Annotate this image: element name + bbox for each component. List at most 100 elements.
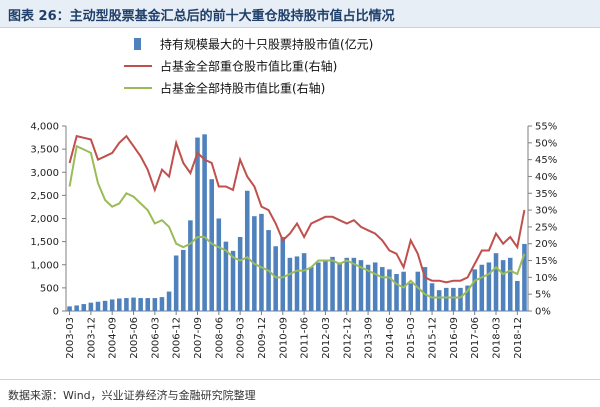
- bar: [507, 257, 513, 311]
- x-tick-label: 2009-12: [257, 317, 268, 359]
- bar: [330, 256, 335, 311]
- bar: [500, 260, 506, 311]
- x-tick-label: 2009-03: [236, 317, 247, 359]
- legend-swatch: [134, 38, 141, 50]
- x-tick-label: 2007-09: [193, 317, 204, 359]
- left-tick-label: 2,500: [30, 191, 59, 202]
- chart-title: 图表 26：主动型股票基金汇总后的前十大重仓股持股市值占比情况: [8, 9, 395, 24]
- bar: [337, 262, 342, 311]
- bar: [458, 287, 463, 311]
- bar: [74, 305, 79, 311]
- x-tick-label: 2018-03: [492, 317, 503, 359]
- bar: [365, 264, 371, 311]
- bar: [443, 287, 449, 311]
- bar: [138, 298, 143, 311]
- x-tick-label: 2005-06: [129, 317, 140, 359]
- left-tick-label: 2,000: [30, 214, 59, 225]
- left-tick-label: 3,500: [30, 145, 59, 156]
- bar: [202, 134, 207, 311]
- bar: [451, 287, 456, 311]
- x-tick-label: 2013-09: [364, 317, 375, 359]
- chart: 05001,0001,5002,0002,5003,0003,5004,000 …: [30, 37, 557, 359]
- bar: [273, 246, 278, 311]
- bar: [308, 267, 314, 311]
- right-tick-label: 0%: [535, 307, 551, 318]
- right-tick-label: 35%: [535, 189, 557, 200]
- left-tick-label: 0: [53, 307, 59, 318]
- bar: [124, 298, 129, 311]
- x-tick-label: 2018-12: [513, 317, 524, 359]
- bar: [479, 264, 485, 311]
- x-axis-ticks: 2003-03 2003-12 2004-09 2005-06 2006-03 2006-…: [65, 311, 524, 359]
- bar: [67, 306, 72, 311]
- x-tick-label: 2016-09: [449, 317, 460, 359]
- left-tick-label: 1,000: [30, 260, 59, 271]
- x-tick-label: 2014-06: [385, 317, 396, 359]
- bar: [81, 304, 87, 311]
- bar: [173, 255, 179, 311]
- x-tick-label: 2006-03: [150, 317, 161, 359]
- x-tick-label: 2015-12: [428, 317, 439, 359]
- source-bar: 数据来源：Wind，兴业证券经济与金融研究院整理: [0, 379, 600, 407]
- bar: [188, 220, 193, 311]
- bar: [387, 269, 392, 311]
- right-tick-label: 45%: [535, 155, 557, 166]
- bar: [195, 137, 200, 311]
- bar: [351, 257, 357, 311]
- legend-label: 持有规模最大的十只股票持股市值(亿元): [160, 37, 373, 52]
- bar: [401, 271, 406, 311]
- bar: [394, 274, 399, 311]
- bar: [109, 299, 115, 311]
- x-tick-label: 2004-09: [108, 317, 119, 359]
- bar: [117, 298, 122, 311]
- right-tick-label: 25%: [535, 222, 557, 233]
- left-tick-label: 3,000: [30, 168, 59, 179]
- bar: [95, 301, 101, 311]
- x-tick-label: 2012-03: [321, 317, 332, 359]
- right-axis-ticks: 0% 5% 10% 15% 20% 25% 30% 35% 40% 45% 50% 55%: [528, 122, 557, 318]
- bar: [380, 267, 385, 311]
- bar: [486, 262, 492, 311]
- bar: [145, 298, 151, 311]
- bar: [408, 283, 413, 311]
- right-tick-label: 5%: [535, 290, 551, 301]
- legend-label: 占基金全部重仓股市值比重(右轴): [160, 59, 337, 74]
- bar: [230, 250, 236, 311]
- bar: [493, 253, 499, 311]
- x-tick-label: 2008-06: [214, 317, 225, 359]
- bar: [223, 241, 229, 311]
- bar: [301, 253, 307, 311]
- bar: [515, 280, 520, 311]
- x-tick-label: 2003-12: [86, 317, 97, 359]
- bar: [152, 298, 158, 311]
- bar: [465, 285, 470, 311]
- bar: [209, 179, 214, 311]
- bar: [244, 190, 250, 311]
- bar: [181, 249, 186, 311]
- bar: [280, 237, 286, 311]
- line-series: [68, 134, 526, 299]
- bar: [131, 297, 136, 311]
- legend: 持有规模最大的十只股票持股市值(亿元) 占基金全部重仓股市值比重(右轴) 占基金全部…: [124, 37, 373, 96]
- x-tick-label: 2015-03: [406, 317, 417, 359]
- series-line: [68, 144, 526, 299]
- right-tick-label: 40%: [535, 172, 557, 183]
- x-tick-label: 2011-06: [300, 317, 311, 359]
- bar: [358, 260, 364, 311]
- right-tick-label: 50%: [535, 138, 557, 149]
- bar: [287, 257, 293, 311]
- chart-title-bar: 图表 26：主动型股票基金汇总后的前十大重仓股持股市值占比情况: [0, 0, 600, 28]
- bar: [237, 237, 243, 311]
- left-axis-ticks: 0 500 1,000 1,500 2,000 2,500 3,000 3,500 4,000: [30, 122, 66, 318]
- x-tick-label: 2017-06: [470, 317, 481, 359]
- right-tick-label: 15%: [535, 256, 557, 267]
- right-tick-label: 30%: [535, 206, 557, 217]
- bar: [216, 218, 222, 311]
- bar: [316, 262, 321, 311]
- bar: [436, 290, 442, 311]
- bar: [294, 256, 300, 311]
- bar: [88, 302, 94, 311]
- bar: [522, 243, 527, 311]
- bar: [344, 257, 350, 311]
- left-tick-label: 4,000: [30, 122, 59, 133]
